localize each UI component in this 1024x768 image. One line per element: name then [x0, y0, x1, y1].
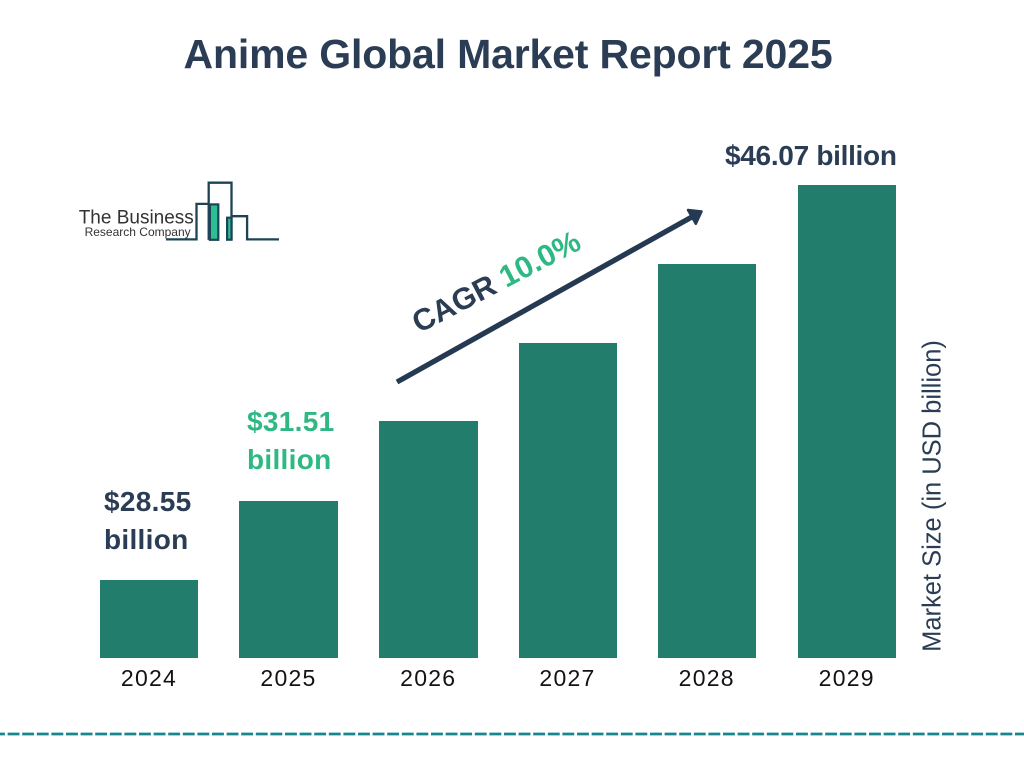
svg-text:CAGR 10.0%: CAGR 10.0%: [407, 224, 587, 339]
svg-text:Research Company: Research Company: [85, 225, 191, 239]
svg-text:The Business: The Business: [79, 208, 194, 229]
